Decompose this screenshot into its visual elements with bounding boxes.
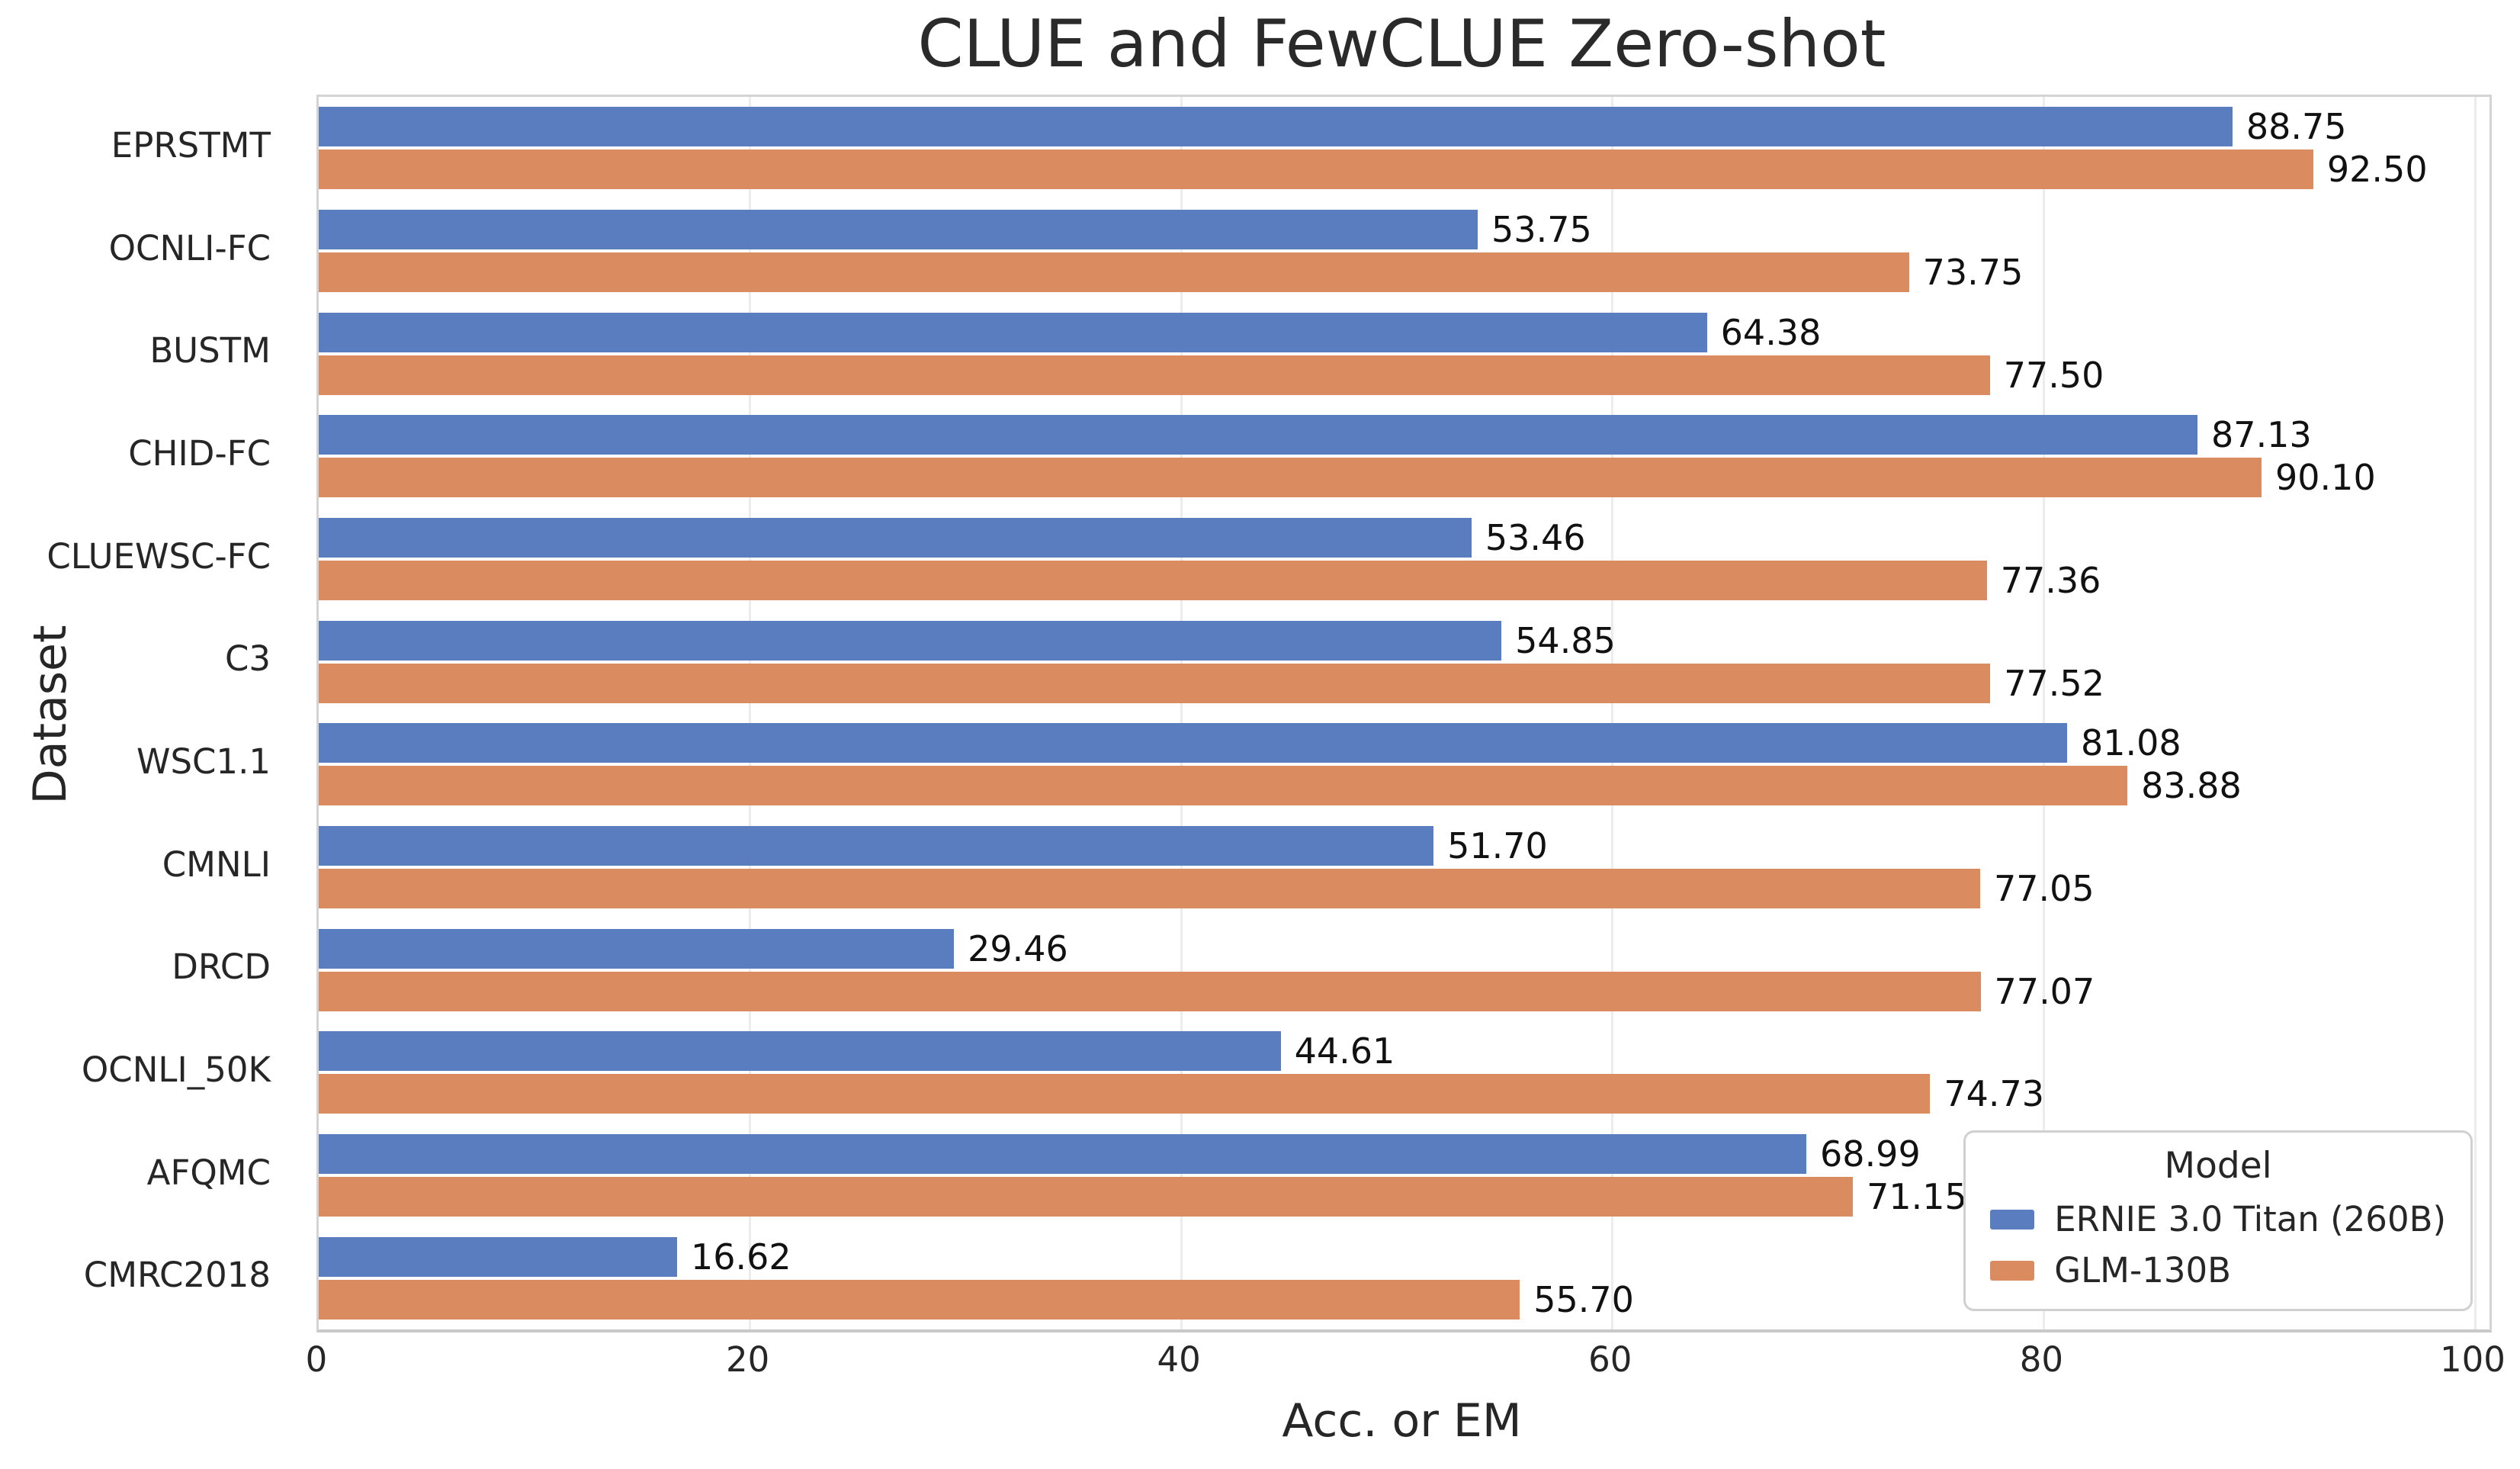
bar-BUSTM-series-0 xyxy=(319,312,1707,352)
bar-value-label: 88.75 xyxy=(2246,106,2347,148)
legend-title: Model xyxy=(2164,1145,2272,1187)
bar-value-label: 71.15 xyxy=(1867,1176,1967,1217)
bar-CHID-FC-series-1 xyxy=(319,458,2262,498)
bar-AFQMC-series-0 xyxy=(319,1134,1807,1174)
y-axis-tick-labels: EPRSTMT OCNLI-FC BUSTM CHID-FC CLUEWSC-FC C3 W… xyxy=(0,95,294,1327)
legend-swatch xyxy=(1990,1209,2035,1230)
bar-value-label: 53.75 xyxy=(1491,209,1592,250)
plot-scale: 88.75 92.50 53.75 73.75 64.38 77.50 87.13 90.10… xyxy=(319,97,2477,1329)
y-tick-label-CMNLI: CMNLI xyxy=(162,844,271,885)
bar-value-label: 54.85 xyxy=(1515,619,1616,661)
bar-value-label: 55.70 xyxy=(1533,1278,1634,1320)
bar-CMRC2018-series-0 xyxy=(319,1236,677,1277)
bar-value-label: 29.46 xyxy=(968,927,1068,969)
bar-OCNLI-FC-series-0 xyxy=(319,210,1478,249)
plot-area: 88.75 92.50 53.75 73.75 64.38 77.50 87.13 90.10… xyxy=(316,95,2492,1332)
y-tick-label-AFQMC: AFQMC xyxy=(146,1152,271,1193)
bar-CMNLI-series-1 xyxy=(319,869,1980,908)
chart-title: CLUE and FewCLUE Zero-shot xyxy=(917,6,1886,82)
gridline-x-80 xyxy=(2042,97,2045,1329)
x-tick-label-100: 100 xyxy=(2440,1339,2506,1380)
bar-value-label: 73.75 xyxy=(1922,252,2024,293)
bar-value-label: 81.08 xyxy=(2080,722,2181,764)
x-tick-label-20: 20 xyxy=(725,1339,770,1380)
bar-CHID-FC-series-0 xyxy=(319,415,2198,455)
x-axis-title: Acc. or EM xyxy=(1282,1394,1522,1448)
bar-value-label: 74.73 xyxy=(1944,1073,2045,1115)
x-axis-tick-labels: 0 20 40 60 80 100 xyxy=(306,1339,2506,1385)
bar-DRCD-series-0 xyxy=(319,928,955,969)
bar-OCNLI-FC-series-1 xyxy=(319,252,1909,292)
bar-C3-series-1 xyxy=(319,663,1991,703)
legend-entry-label: GLM-130B xyxy=(2054,1250,2232,1291)
bar-value-label: 77.05 xyxy=(1993,868,2095,909)
y-tick-label-CLUEWSC-FC: CLUEWSC-FC xyxy=(47,535,271,577)
bar-EPRSTMT-series-0 xyxy=(319,107,2233,147)
bar-WSC1.1-series-0 xyxy=(319,723,2067,763)
y-tick-label-WSC1.1: WSC1.1 xyxy=(136,741,271,782)
legend-entry-0: ERNIE 3.0 Titan (260B) xyxy=(1990,1199,2446,1239)
bar-OCNLI_50K-series-0 xyxy=(319,1031,1281,1072)
bar-DRCD-series-1 xyxy=(319,971,1981,1011)
y-tick-label-CMRC2018: CMRC2018 xyxy=(83,1255,271,1296)
x-tick-label-0: 0 xyxy=(305,1339,328,1380)
y-tick-label-C3: C3 xyxy=(224,638,271,680)
bar-value-label: 83.88 xyxy=(2141,765,2242,807)
bar-value-label: 44.61 xyxy=(1294,1030,1395,1072)
y-tick-label-DRCD: DRCD xyxy=(172,947,271,988)
bar-value-label: 77.50 xyxy=(2003,354,2104,396)
bar-EPRSTMT-series-1 xyxy=(319,149,2313,190)
bar-value-label: 51.70 xyxy=(1447,825,1548,866)
bar-value-label: 16.62 xyxy=(691,1236,791,1278)
bar-value-label: 77.52 xyxy=(2004,662,2104,704)
bar-AFQMC-series-1 xyxy=(319,1177,1854,1217)
bar-value-label: 53.46 xyxy=(1485,517,1586,558)
bar-OCNLI_50K-series-1 xyxy=(319,1074,1931,1114)
bar-value-label: 92.50 xyxy=(2326,149,2428,191)
bar-CMRC2018-series-1 xyxy=(319,1279,1520,1320)
x-tick-label-60: 60 xyxy=(1588,1339,1632,1380)
legend-entry-label: ERNIE 3.0 Titan (260B) xyxy=(2054,1199,2446,1239)
gridline-x-40 xyxy=(1180,97,1183,1329)
bar-CLUEWSC-FC-series-1 xyxy=(319,561,1987,600)
x-tick-label-80: 80 xyxy=(2019,1339,2064,1380)
legend-swatch xyxy=(1990,1260,2035,1281)
bar-WSC1.1-series-1 xyxy=(319,766,2128,806)
gridline-x-100 xyxy=(2473,97,2477,1329)
bar-value-label: 68.99 xyxy=(1820,1133,1921,1175)
legend: Model ERNIE 3.0 Titan (260B) GLM-130B xyxy=(1963,1130,2473,1311)
x-tick-label-40: 40 xyxy=(1157,1339,1201,1380)
gridline-x-60 xyxy=(1611,97,1614,1329)
y-tick-label-BUSTM: BUSTM xyxy=(149,330,271,371)
bar-value-label: 87.13 xyxy=(2211,414,2312,456)
bar-CLUEWSC-FC-series-0 xyxy=(319,518,1472,558)
bar-C3-series-0 xyxy=(319,620,1502,661)
y-tick-label-EPRSTMT: EPRSTMT xyxy=(111,125,271,166)
bar-BUSTM-series-1 xyxy=(319,355,1990,395)
legend-entries: ERNIE 3.0 Titan (260B) GLM-130B xyxy=(1990,1199,2446,1291)
bar-value-label: 77.07 xyxy=(1994,970,2095,1012)
y-tick-label-CHID-FC: CHID-FC xyxy=(128,433,271,474)
y-tick-label-OCNLI_50K: OCNLI_50K xyxy=(81,1050,271,1090)
y-tick-label-OCNLI-FC: OCNLI-FC xyxy=(108,227,271,268)
bar-value-label: 77.36 xyxy=(2000,560,2101,601)
bar-value-label: 90.10 xyxy=(2275,457,2376,499)
bar-CMNLI-series-0 xyxy=(319,826,1434,866)
bar-value-label: 64.38 xyxy=(1720,311,1822,353)
gridline-x-20 xyxy=(749,97,752,1329)
legend-entry-1: GLM-130B xyxy=(1990,1250,2446,1291)
